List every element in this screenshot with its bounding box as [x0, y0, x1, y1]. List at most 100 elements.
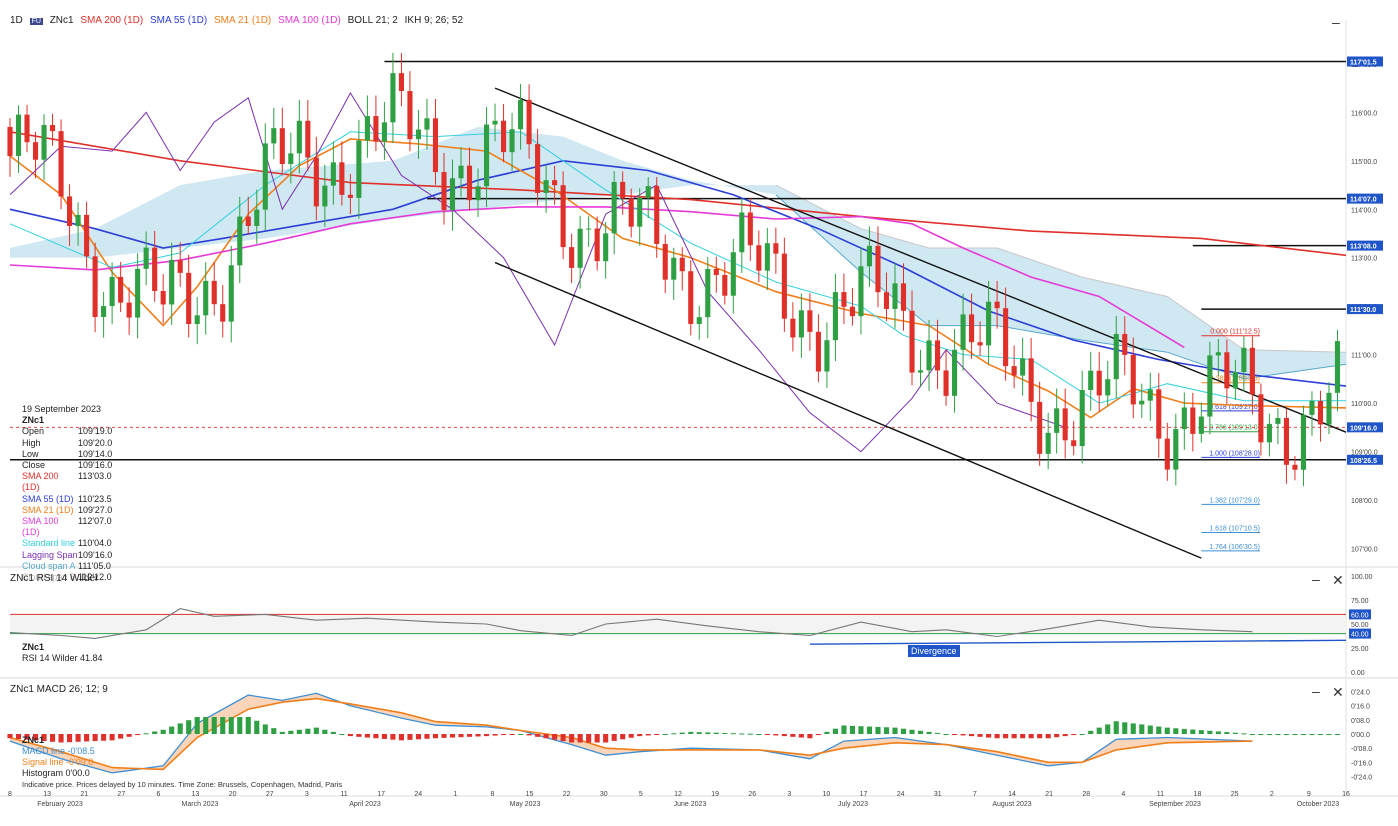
candle-body [381, 122, 387, 142]
macd-histogram-bar [526, 734, 532, 736]
tooltip-row: Low 109'14.0 [22, 449, 112, 460]
candle-body [186, 272, 192, 325]
candle-body [509, 129, 515, 153]
macd-histogram-bar [892, 727, 898, 734]
candle-body [58, 131, 64, 197]
macd-histogram-bar [875, 726, 881, 734]
fib-label: 0.786 (109'13.0) [1209, 425, 1260, 432]
macd-histogram-bar [58, 734, 64, 743]
candle-body [203, 280, 209, 316]
macd-histogram-bar [1309, 734, 1315, 735]
date-tick: 7 [973, 791, 977, 798]
candle-body [1309, 400, 1315, 415]
macd-histogram-bar [1198, 730, 1204, 734]
date-tick: 5 [639, 791, 643, 798]
futures-badge: FU [29, 18, 43, 25]
study-boll[interactable]: BOLL 21; 2 [347, 15, 398, 26]
candle-body [1113, 333, 1119, 380]
macd-pane-title: ZNc1 MACD 26; 12; 9 [10, 684, 108, 695]
fib-label: 1.382 (107'29.0) [1209, 497, 1260, 504]
candle-body [577, 228, 583, 268]
channel-trendline [494, 87, 1347, 433]
study-sma100[interactable]: SMA 100 (1D) [278, 15, 341, 26]
macd-histogram-bar [84, 734, 90, 742]
candle-body [1190, 407, 1196, 434]
candle-body [194, 315, 200, 325]
rsi-tick: 25.00 [1351, 646, 1369, 653]
candle-body [288, 153, 294, 165]
candle-body [313, 157, 319, 207]
rsi-axis-tag [1349, 609, 1371, 620]
macd-histogram-bar [1122, 722, 1128, 734]
date-tick: 15 [526, 791, 534, 798]
candle-body [1275, 417, 1281, 424]
minimize-icon[interactable]: – [1332, 14, 1340, 30]
macd-histogram-bar [926, 731, 932, 734]
candle-body [296, 120, 302, 154]
date-tick: 26 [748, 791, 756, 798]
macd-histogram-bar [398, 734, 404, 741]
macd-histogram-bar [1096, 727, 1102, 734]
candle-body [909, 310, 915, 373]
study-sma21[interactable]: SMA 21 (1D) [214, 15, 272, 26]
series-line [9, 92, 1066, 453]
study-sma55[interactable]: SMA 55 (1D) [149, 15, 208, 26]
macd-histogram-bar [169, 726, 175, 734]
fib-label: 0.000 (111'12.5) [1210, 329, 1260, 336]
macd-histogram-bar [143, 733, 149, 735]
candle-body [67, 196, 73, 227]
candle-body [254, 209, 260, 226]
level-tag [1347, 454, 1383, 465]
macd-histogram-bar [1088, 730, 1094, 734]
symbol-label[interactable]: ZNc1 [49, 15, 74, 26]
macd-histogram-bar [1258, 734, 1264, 735]
candle-body [883, 292, 890, 309]
macd-histogram-bar [603, 734, 609, 743]
date-tick: 8 [490, 791, 494, 798]
macd-histogram-bar [866, 726, 873, 734]
candle-body [1011, 366, 1017, 376]
macd-histogram-bar [492, 734, 498, 736]
macd-histogram-bar [330, 731, 336, 734]
rsi-close-icon[interactable]: ✕ [1332, 572, 1344, 588]
macd-histogram-bar [407, 734, 413, 740]
price-disclaimer: Indicative price. Prices delayed by 10 m… [22, 780, 343, 789]
macd-minimize-icon[interactable]: – [1312, 683, 1320, 699]
candle-body [1300, 414, 1307, 470]
macd-close-icon[interactable]: ✕ [1332, 684, 1344, 700]
candle-body [237, 216, 243, 266]
macd-histogram-bar [501, 734, 507, 736]
candle-body [1122, 333, 1128, 355]
macd-histogram-bar [1326, 734, 1332, 735]
candle-body [330, 162, 336, 186]
macd-histogram-bar [934, 732, 941, 734]
macd-histogram-bar [245, 717, 251, 734]
candle-body [790, 318, 796, 338]
macd-histogram-bar [1054, 734, 1060, 738]
macd-histogram-bar [118, 734, 124, 739]
macd-histogram-bar [943, 734, 949, 735]
candle-body [917, 370, 924, 373]
candle-body [492, 120, 498, 125]
rsi-tick: 75.00 [1351, 598, 1369, 605]
candle-body [1037, 401, 1043, 454]
level-tag [1347, 193, 1383, 204]
macd-histogram-bar [1156, 726, 1162, 734]
tooltip-value: 112'07.0 [78, 516, 112, 527]
study-sma200[interactable]: SMA 200 (1D) [80, 15, 144, 26]
date-tick: 28 [1082, 791, 1090, 798]
date-tick: 24 [414, 791, 422, 798]
macd-histogram-bar [1334, 734, 1341, 735]
timeframe-label[interactable]: 1D [10, 15, 23, 26]
month-label: September 2023 [1149, 801, 1201, 808]
macd-histogram-bar [781, 734, 787, 737]
macd-histogram-bar [986, 734, 992, 738]
candle-body [586, 228, 592, 230]
rsi-minimize-icon[interactable]: – [1312, 571, 1320, 587]
candle-body [807, 310, 813, 332]
study-ikh[interactable]: IKH 9; 26; 52 [404, 15, 464, 26]
candle-body [1249, 347, 1255, 395]
tooltip-row: High 109'20.0 [22, 438, 112, 449]
macd-histogram-bar [628, 734, 634, 738]
